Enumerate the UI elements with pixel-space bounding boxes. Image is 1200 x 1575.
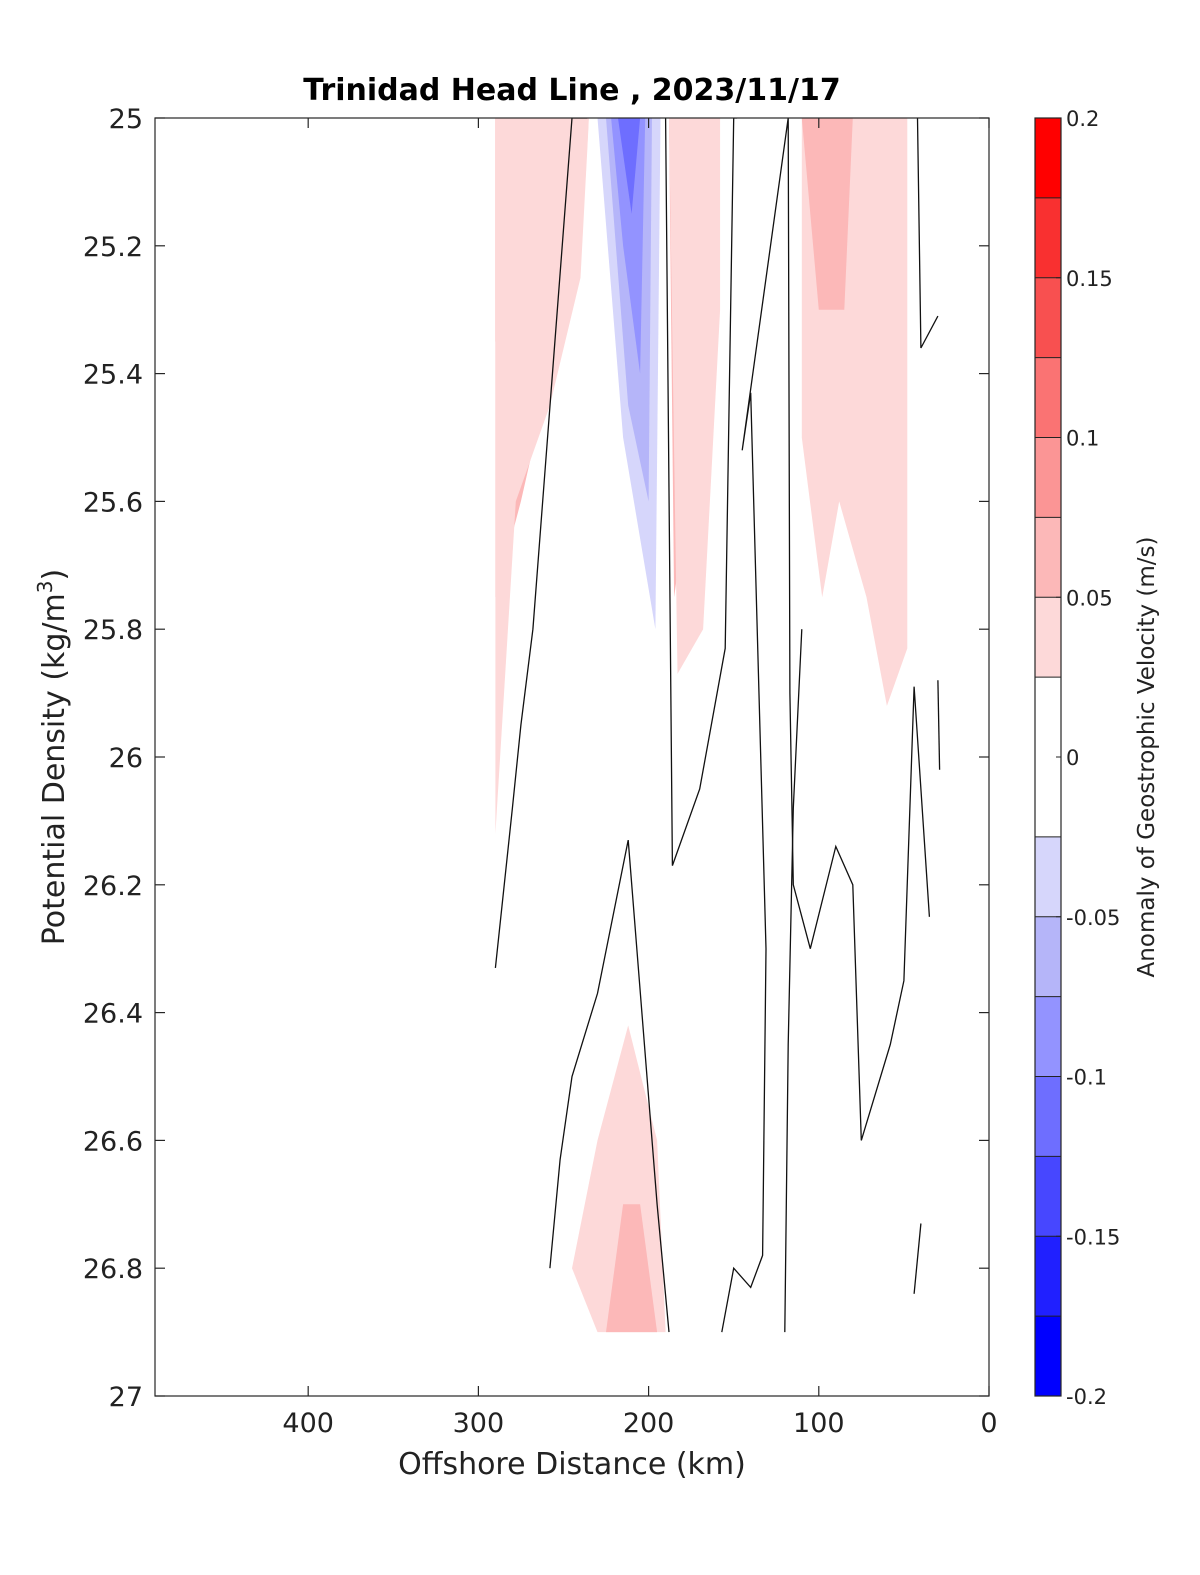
colorbar-tick-label: 0.15	[1066, 267, 1113, 291]
y-axis-title-superscript: 3	[33, 580, 57, 593]
colorbar-band	[1035, 1236, 1061, 1317]
filled-region-5	[669, 118, 721, 674]
contour-line-5	[916, 118, 939, 349]
zero-contour-lines	[494, 118, 941, 1333]
filled-region-14	[618, 118, 641, 214]
colorbar-tick-label: 0	[1066, 746, 1079, 770]
x-tick-label: 300	[453, 1408, 505, 1439]
y-tick-label: 26.6	[83, 1126, 143, 1157]
colorbar-tick-label: -0.2	[1066, 1385, 1107, 1409]
filled-region-9	[606, 1204, 658, 1333]
y-tick-label: 27	[109, 1382, 143, 1413]
y-tick-label: 25.6	[83, 487, 143, 518]
chart-title: Trinidad Head Line , 2023/11/17	[303, 73, 840, 108]
colorbar-band	[1035, 1076, 1061, 1157]
filled-contours	[495, 118, 908, 1333]
colorbar-band	[1035, 597, 1061, 678]
colorbar-tick-label: 0.05	[1066, 586, 1113, 610]
y-axis-title: Potential Density (kg/m3)	[33, 569, 72, 945]
contour-line-2	[664, 118, 738, 866]
x-axis: 400 300 200 100 0	[282, 118, 998, 1439]
x-tick-label: 200	[623, 1408, 675, 1439]
contour-line-7	[913, 1223, 922, 1294]
contour-line-3	[721, 118, 931, 1333]
contour-line-1	[549, 839, 670, 1333]
colorbar-band	[1035, 996, 1061, 1077]
colorbar-tick-label: 0.2	[1066, 107, 1099, 131]
colorbar-band	[1035, 197, 1061, 278]
x-tick-label: 0	[980, 1408, 997, 1439]
colorbar: 0.2 0.15 0.1 0.05 0 -0.05 -0.1 -0.15 -0.2	[1034, 107, 1120, 1409]
filled-region-2	[495, 118, 589, 834]
filled-region-13	[611, 118, 646, 374]
y-tick-label: 26.4	[83, 999, 143, 1030]
contour-line-4	[784, 629, 803, 1333]
filled-region-15	[495, 1012, 550, 1269]
colorbar-band	[1035, 916, 1061, 997]
colorbar-tick-label: 0.1	[1066, 427, 1099, 451]
y-axis-title-close: )	[37, 569, 72, 581]
y-tick-label: 25.8	[83, 615, 143, 646]
colorbar-band	[1035, 517, 1061, 598]
colorbar-band	[1035, 118, 1061, 198]
y-tick-label: 25.2	[83, 232, 143, 263]
y-axis: 25 25.2 25.4 25.6 25.8 26 26.2 26.4 26.6 26.8 27	[83, 104, 989, 1413]
y-tick-label: 26.8	[83, 1254, 143, 1285]
filled-region-16	[878, 1268, 896, 1333]
y-tick-label: 25.4	[83, 360, 143, 391]
x-tick-label: 100	[793, 1408, 845, 1439]
colorbar-band	[1035, 1156, 1061, 1237]
colorbar-tick-label: -0.1	[1066, 1066, 1107, 1090]
colorbar-band	[1035, 277, 1061, 358]
contour-line-6	[937, 680, 941, 770]
colorbar-band	[1035, 357, 1061, 438]
y-tick-label: 26	[109, 743, 143, 774]
y-tick-label: 25	[109, 104, 143, 135]
x-axis-title: Offshore Distance (km)	[398, 1447, 746, 1482]
filled-region-7	[801, 118, 853, 310]
y-tick-label: 26.2	[83, 871, 143, 902]
colorbar-title: Anomaly of Geostrophic Velocity (m/s)	[1134, 537, 1160, 978]
y-axis-title-main: Potential Density (kg/m	[37, 593, 72, 945]
x-tick-label: 400	[282, 1408, 334, 1439]
colorbar-band	[1035, 1316, 1061, 1396]
colorbar-band	[1035, 836, 1061, 917]
contour-line-0	[494, 118, 588, 968]
colorbar-tick-label: -0.05	[1066, 906, 1120, 930]
colorbar-band	[1035, 437, 1061, 518]
colorbar-tick-label: -0.15	[1066, 1225, 1120, 1249]
